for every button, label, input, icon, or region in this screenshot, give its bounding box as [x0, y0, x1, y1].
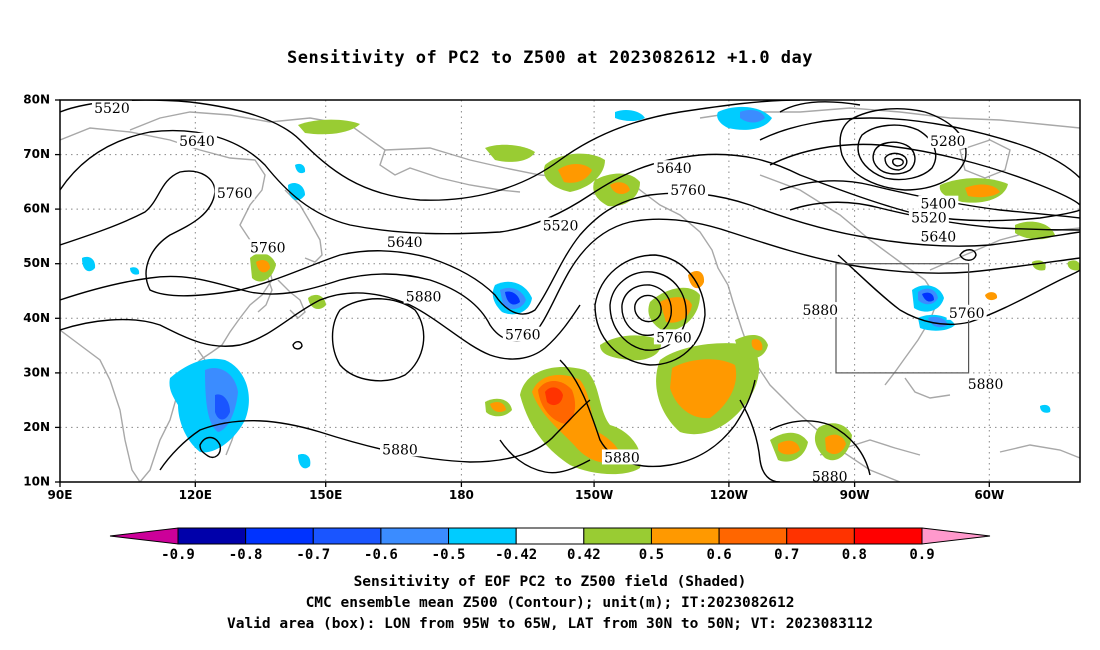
colorbar-label: -0.8: [229, 547, 263, 563]
lon-label-180: 180: [449, 488, 474, 502]
contour-label: 5760: [656, 330, 692, 346]
contour-label-bg: [214, 184, 255, 200]
lon-label-150w: 150W: [575, 488, 613, 502]
colorbar-segment: [245, 527, 314, 545]
colorbar-below-triangle: [109, 527, 179, 545]
contour-label: 5640: [387, 235, 423, 251]
colorbar-above-triangle: [921, 527, 991, 545]
colorbar-segment: [718, 527, 788, 545]
colorbar-label: -0.5: [432, 547, 466, 563]
figure-captions: Sensitivity of EOF PC2 to Z500 field (Sh…: [0, 572, 1100, 635]
colorbar-label: -0.9: [161, 547, 195, 563]
contour-label-bg: [384, 233, 425, 249]
lon-label-120e: 120E: [179, 488, 212, 502]
contour-label-bg: [918, 228, 959, 244]
contour-label-bg: [247, 239, 288, 255]
contour-label: 5640: [921, 229, 957, 245]
colorbar-segment: [786, 527, 855, 545]
lon-label-90w: 90W: [840, 488, 870, 502]
contour-label: 5280: [930, 134, 966, 150]
contour-label-bg: [601, 449, 642, 465]
colorbar-segment: [583, 527, 652, 545]
colorbar-segment: [515, 527, 585, 545]
contour-label: 5640: [179, 134, 215, 150]
contour-label: 5880: [382, 442, 418, 458]
contour-labels: 5520 5640 5760 5640 5760 5880 5880 5520 5640 5760…: [91, 100, 1006, 486]
lat-label-80n: 80N: [23, 93, 50, 107]
contour-label-bg: [502, 326, 543, 342]
lat-label-70n: 70N: [23, 147, 50, 161]
colorbar-segment: [380, 527, 450, 545]
caption-valid-area: Valid area (box): LON from 95W to 65W, L…: [226, 616, 873, 632]
contour-label-bg: [800, 302, 841, 318]
contour-label: 5520: [911, 210, 947, 226]
colorbar-label: 0.8: [842, 547, 867, 563]
colorbar-label: -0.42: [495, 547, 537, 563]
lon-label-150e: 150E: [309, 488, 342, 502]
contour-label: 5880: [406, 289, 442, 305]
lon-label-90e: 90E: [48, 488, 73, 502]
contour-label: 5880: [968, 377, 1004, 393]
lat-label-30n: 30N: [23, 365, 50, 379]
contour-label-bg: [176, 132, 217, 148]
lat-label-60n: 60N: [23, 202, 50, 216]
colorbar-segment: [448, 527, 517, 545]
contour-label-bg: [809, 468, 850, 484]
colorbar-label: 0.9: [909, 547, 934, 563]
contour-label-bg: [668, 182, 709, 198]
contour-label: 5760: [250, 240, 286, 256]
colorbar-segment: [177, 527, 247, 545]
contour-label: 5760: [217, 186, 253, 202]
contour-label: 5520: [94, 101, 130, 117]
colorbar-segment: [312, 527, 382, 545]
contour-label: 5880: [802, 303, 838, 319]
contour-label: 5760: [949, 306, 985, 322]
contour-label: 5520: [543, 219, 579, 235]
contour-label-bg: [965, 375, 1006, 391]
contour-label: 5640: [656, 161, 692, 177]
contour-label: 5880: [812, 470, 848, 486]
caption-shaded: Sensitivity of EOF PC2 to Z500 field (Sh…: [353, 574, 747, 590]
colorbar-label: 0.7: [774, 547, 799, 563]
contour-label: 5880: [604, 450, 640, 466]
lat-label-40n: 40N: [23, 311, 50, 325]
sensitivity-shading: [82, 106, 1080, 475]
caption-contour: CMC ensemble mean Z500 (Contour); unit(m…: [305, 595, 795, 611]
contour-label-bg: [927, 132, 968, 148]
contour-label-bg: [918, 195, 959, 211]
colorbar-label: 0.5: [639, 547, 664, 563]
lat-label-10n: 10N: [23, 475, 50, 489]
contour-label: 5400: [921, 197, 957, 213]
contour-label-bg: [653, 160, 694, 176]
colorbar-segment: [650, 527, 720, 545]
contour-label-bg: [946, 304, 987, 320]
contour-label-bg: [908, 209, 949, 225]
contour-label-bg: [540, 217, 581, 233]
colorbar: -0.9 -0.8 -0.7 -0.6 -0.5 -0.42 0.42 0.5 0.6 0.7 0.…: [109, 527, 991, 563]
contour-label-bg: [91, 100, 132, 116]
lat-label-20n: 20N: [23, 420, 50, 434]
colorbar-segment: [853, 527, 923, 545]
contour-label-bg: [653, 329, 694, 345]
colorbar-label: 0.6: [706, 547, 731, 563]
lat-label-50n: 50N: [23, 256, 50, 270]
contour-label-bg: [380, 441, 420, 457]
contour-label: 5760: [505, 328, 541, 344]
map-title: Sensitivity of PC2 to Z500 at 2023082612…: [286, 48, 813, 68]
axis-ticks: [55, 99, 990, 487]
contour-label: 5760: [670, 183, 706, 199]
colorbar-label: -0.7: [296, 547, 330, 563]
sensitivity-map: 5520 5640 5760 5640 5760 5880 5880 5520 5640 5760…: [23, 93, 1081, 563]
lon-label-120w: 120W: [710, 488, 748, 502]
contour-label-bg: [403, 288, 444, 304]
plot-border: [59, 99, 1081, 483]
lon-label-60w: 60W: [974, 488, 1004, 502]
colorbar-label: -0.6: [364, 547, 398, 563]
colorbar-label: 0.42: [567, 547, 601, 563]
